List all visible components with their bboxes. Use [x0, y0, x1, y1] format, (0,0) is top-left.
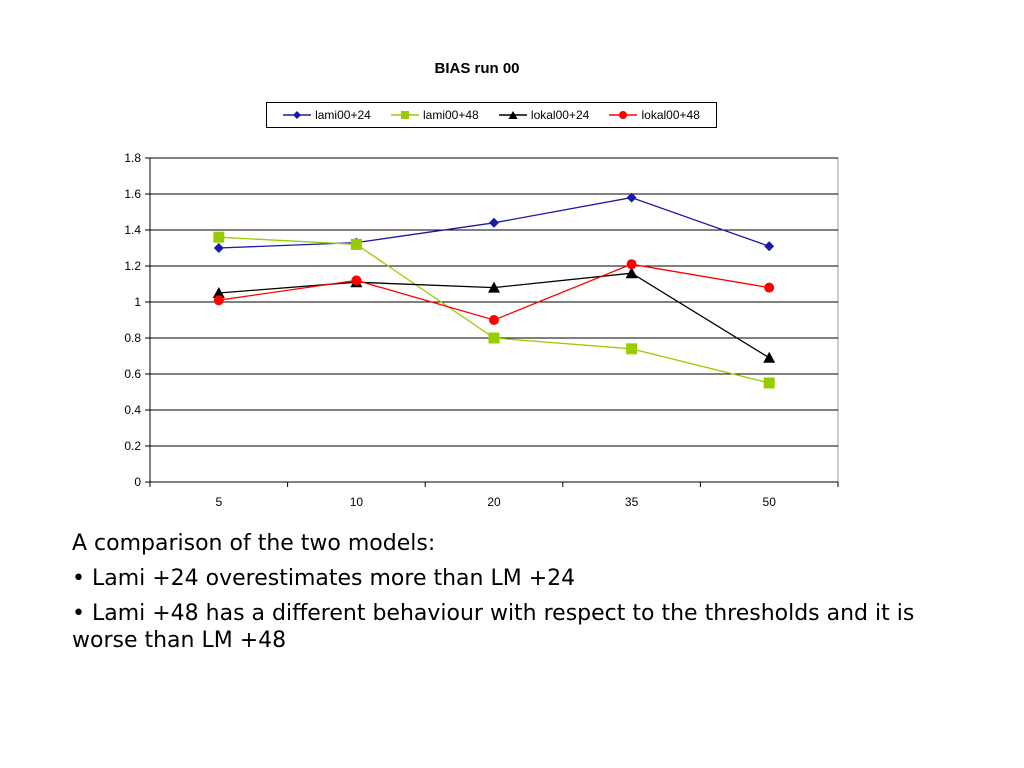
data-point-lami00+24 — [213, 243, 224, 253]
x-tick-label: 35 — [625, 495, 639, 509]
legend-label-lokal00-24: lokal00+24 — [530, 108, 590, 122]
data-point-lami00+48 — [626, 343, 638, 355]
x-tick-label: 50 — [763, 495, 777, 509]
data-point-lami00+48 — [213, 231, 225, 243]
caption-text: A comparison of the two models: • Lami +… — [72, 530, 972, 662]
data-point-lami00+48 — [763, 377, 775, 389]
x-tick-label: 20 — [487, 495, 501, 509]
y-tick-label: 0.6 — [124, 367, 141, 381]
legend-label-lami00-48: lami00+48 — [423, 108, 479, 122]
data-point-lokal00+48 — [489, 315, 499, 325]
data-point-lami00+24 — [626, 192, 637, 203]
legend-swatch-lokal00-48 — [609, 111, 638, 119]
data-point-lokal00+48 — [213, 295, 224, 306]
y-tick-label: 0 — [134, 475, 141, 489]
legend-item-lokal00-24: lokal00+24 — [498, 108, 590, 122]
data-point-lokal00+48 — [626, 259, 637, 270]
y-tick-label: 0.2 — [124, 439, 141, 453]
caption-bullet-2: • Lami +48 has a different behaviour wit… — [72, 601, 915, 653]
legend-label-lami00-24: lami00+24 — [315, 108, 371, 122]
data-point-lokal00+24 — [763, 351, 776, 363]
data-point-lokal00+24 — [625, 267, 638, 279]
legend-label-lokal00-48: lokal00+48 — [641, 108, 700, 122]
y-tick-label: 0.4 — [124, 403, 141, 417]
legend-item-lokal00-48: lokal00+48 — [609, 108, 700, 122]
caption-heading: A comparison of the two models: — [72, 531, 436, 556]
data-point-lokal00+48 — [764, 282, 775, 293]
y-tick-label: 1 — [134, 295, 141, 309]
y-tick-label: 1.8 — [124, 151, 141, 165]
y-tick-label: 1.4 — [124, 223, 141, 237]
y-tick-label: 1.2 — [124, 259, 141, 273]
legend-item-lami00-48: lami00+48 — [391, 108, 479, 122]
x-tick-label: 5 — [215, 495, 222, 509]
x-tick-label: 10 — [350, 495, 364, 509]
legend-swatch-lami00-24 — [283, 111, 312, 119]
y-tick-label: 0.8 — [124, 331, 141, 345]
caption-bullet-1: • Lami +24 overestimates more than LM +2… — [72, 566, 576, 591]
data-point-lokal00+48 — [351, 275, 362, 286]
data-point-lokal00+24 — [212, 287, 225, 298]
y-tick-label: 1.6 — [124, 187, 141, 201]
chart-legend: lami00+24 lami00+48 lokal00+24 lokal00+4… — [266, 102, 717, 128]
legend-item-lami00-24: lami00+24 — [283, 108, 371, 122]
legend-swatch-lami00-48 — [391, 111, 419, 119]
data-point-lami00+24 — [489, 217, 499, 228]
data-point-lami00+48 — [350, 238, 362, 250]
chart-title: BIAS run 00 — [434, 60, 520, 77]
data-point-lami00+24 — [764, 241, 775, 252]
data-point-lokal00+24 — [488, 281, 500, 293]
legend-swatch-lokal00-24 — [498, 111, 527, 119]
data-point-lami00+48 — [488, 332, 500, 344]
line-chart: 0 0.2 0.4 0.6 0.8 1 1.2 1.4 1.6 1.8 5 10 20 35 50 — [124, 151, 839, 509]
